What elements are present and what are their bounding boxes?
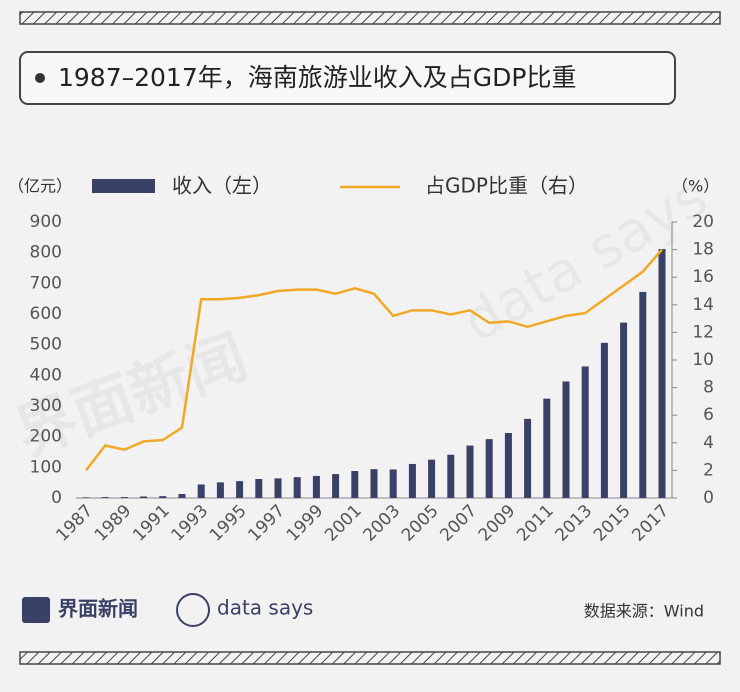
bar <box>332 474 340 498</box>
y-tick-label: 0 <box>51 488 62 508</box>
y2-axis-label: （%） <box>672 177 719 196</box>
x-tick-label: 1991 <box>129 501 174 546</box>
bar <box>485 439 493 498</box>
y-tick-label: 400 <box>30 365 62 385</box>
legend-swatch <box>92 179 155 193</box>
x-tick-label: 1999 <box>283 501 328 546</box>
y2-tick-label: 4 <box>703 433 714 453</box>
bottom-stripe <box>19 651 721 665</box>
x-tick-label: 2013 <box>552 501 597 546</box>
bar <box>524 418 532 498</box>
y2-tick-label: 18 <box>692 240 714 260</box>
top-stripe <box>19 11 721 25</box>
bar <box>178 494 186 498</box>
bar <box>274 478 282 498</box>
legend-label: 占GDP比重（右） <box>425 174 588 198</box>
x-tick-label: 1997 <box>244 501 289 546</box>
x-tick-label: 2001 <box>321 501 366 546</box>
bar <box>562 381 570 498</box>
y-tick-label: 300 <box>30 396 62 416</box>
bar <box>600 342 608 498</box>
brand-icon <box>22 597 50 623</box>
y2-tick-label: 2 <box>703 460 714 480</box>
y-tick-label: 100 <box>30 457 62 477</box>
bar <box>581 366 589 498</box>
bar <box>351 471 359 498</box>
bar <box>466 445 474 498</box>
x-tick-label: 2007 <box>436 501 481 546</box>
bar <box>120 497 128 498</box>
x-tick-label: 2017 <box>628 501 673 546</box>
bar <box>447 454 455 498</box>
bar <box>140 496 148 498</box>
title: 1987–2017年，海南旅游业收入及占GDP比重 <box>58 63 576 92</box>
brand2: data says <box>217 596 313 620</box>
y2-tick-label: 6 <box>703 405 714 425</box>
x-tick-label: 2003 <box>360 501 405 546</box>
y-tick-label: 600 <box>30 304 62 324</box>
bar <box>159 496 167 498</box>
y2-tick-label: 20 <box>692 212 714 232</box>
x-tick-label: 2011 <box>513 501 558 546</box>
bar <box>408 463 416 498</box>
bar <box>312 475 320 498</box>
bar <box>216 482 224 498</box>
x-tick-label: 2005 <box>398 501 443 546</box>
bar <box>197 484 205 498</box>
bar <box>101 497 109 498</box>
y2-tick-label: 12 <box>692 322 714 342</box>
y-tick-label: 500 <box>30 335 62 355</box>
title-bullet <box>35 73 45 83</box>
x-tick-label: 2015 <box>590 501 635 546</box>
bar <box>389 469 397 498</box>
y-axis-label: （亿元） <box>8 177 72 196</box>
brand: 界面新闻 <box>58 597 138 621</box>
x-tick-label: 2009 <box>475 501 520 546</box>
bar <box>82 497 90 498</box>
y2-tick-label: 8 <box>703 378 714 398</box>
y2-tick-label: 14 <box>692 295 714 315</box>
title-box <box>19 51 676 105</box>
line <box>85 248 663 472</box>
bar <box>658 248 666 498</box>
y-tick-label: 900 <box>30 212 62 232</box>
y2-tick-label: 16 <box>692 267 714 287</box>
bar <box>370 469 378 498</box>
legend-label: 收入（左） <box>172 174 272 198</box>
x-tick-label: 1989 <box>91 501 136 546</box>
brand2-icon <box>176 593 210 627</box>
y-tick-label: 700 <box>30 273 62 293</box>
y-tick-label: 200 <box>30 427 62 447</box>
bar <box>620 322 628 498</box>
bar <box>543 398 551 498</box>
y2-tick-label: 10 <box>692 350 714 370</box>
bar <box>639 291 647 498</box>
source: 数据来源：Wind <box>584 602 704 621</box>
x-tick-label: 1993 <box>168 501 213 546</box>
bar <box>236 481 244 498</box>
bar <box>255 478 263 498</box>
y2-tick-label: 0 <box>703 488 714 508</box>
y-tick-label: 800 <box>30 243 62 263</box>
bar <box>293 477 301 498</box>
x-tick-label: 1995 <box>206 501 251 546</box>
bar <box>504 432 512 498</box>
bar <box>428 459 436 498</box>
